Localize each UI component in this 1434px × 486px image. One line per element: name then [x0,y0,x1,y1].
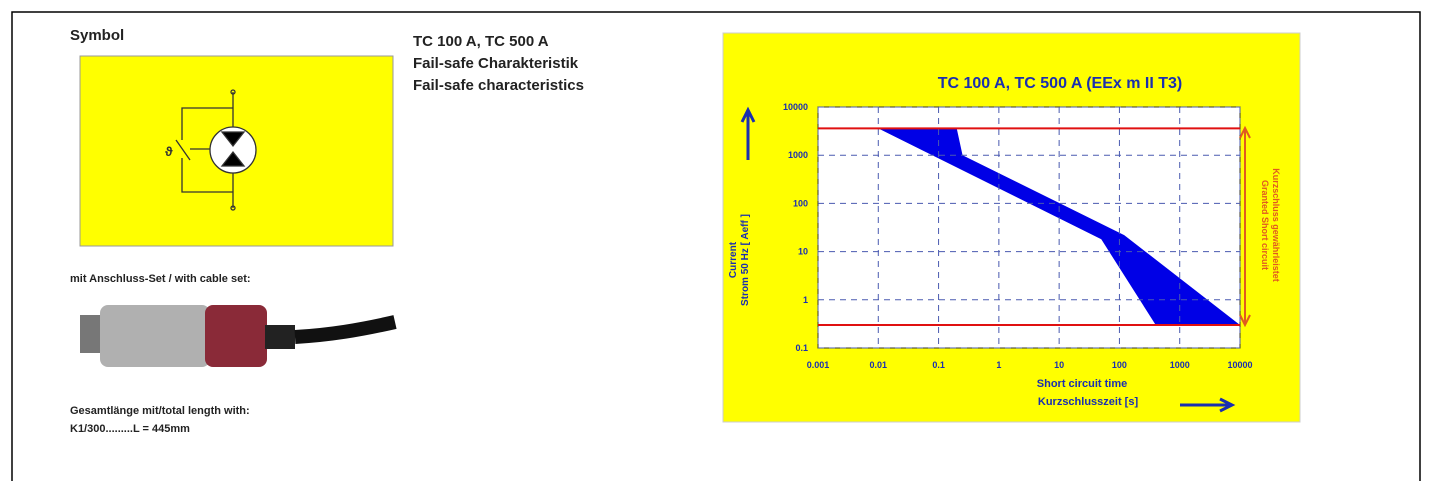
x-label: Kurzschlusszeit [s] [1038,396,1139,408]
band [878,128,1240,326]
y-tick-label: 10000 [783,102,808,112]
chart: 0.001 0.01 0.1 1 10 100 1000 10000 0.1 1 10 100 1000… [783,102,1253,370]
y-arrow [740,106,756,160]
heading-line: Fail-safe characteristics [413,77,584,94]
symbol-drawing [175,89,257,211]
y-tick-label: 1 [803,295,808,305]
annotation: Granted Short circuit [1260,180,1270,270]
frame [11,11,1421,481]
cable-image [80,305,397,367]
x-label: Short circuit time [1037,378,1127,390]
x-tick-label: 0.001 [807,360,830,370]
y-tick-label: 10 [798,247,808,257]
length-line: K1/300.........L = 445mm [70,423,190,435]
y-label: Current [728,241,739,278]
theta-symbol: ϑ [165,144,173,159]
y-label: Strom 50 Hz [ Aeff ] [740,214,751,306]
y-tick-label: 0.1 [795,343,808,353]
x-tick-label: 10 [1054,360,1064,370]
annotation: Kurzschluss gewährleistet [1271,168,1281,282]
x-tick-label: 1 [996,360,1001,370]
chart-title: TC 100 A, TC 500 A (EEx m II T3) [938,75,1183,92]
x-tick-label: 0.1 [932,360,945,370]
length-line: Gesamtlänge mit/total length with: [70,405,250,417]
symbol-title: Symbol [70,27,124,44]
x-tick-label: 0.01 [870,360,888,370]
cable-caption: mit Anschluss-Set / with cable set: [70,273,251,285]
heading-line: TC 100 A, TC 500 A [413,33,549,50]
x-arrow [1180,397,1236,413]
x-tick-label: 1000 [1170,360,1190,370]
y-tick-label: 1000 [788,150,808,160]
x-tick-label: 100 [1112,360,1127,370]
y-tick-label: 100 [793,198,808,208]
range-arrow [1239,125,1251,328]
heading-line: Fail-safe Charakteristik [413,55,579,72]
x-tick-label: 10000 [1227,360,1252,370]
